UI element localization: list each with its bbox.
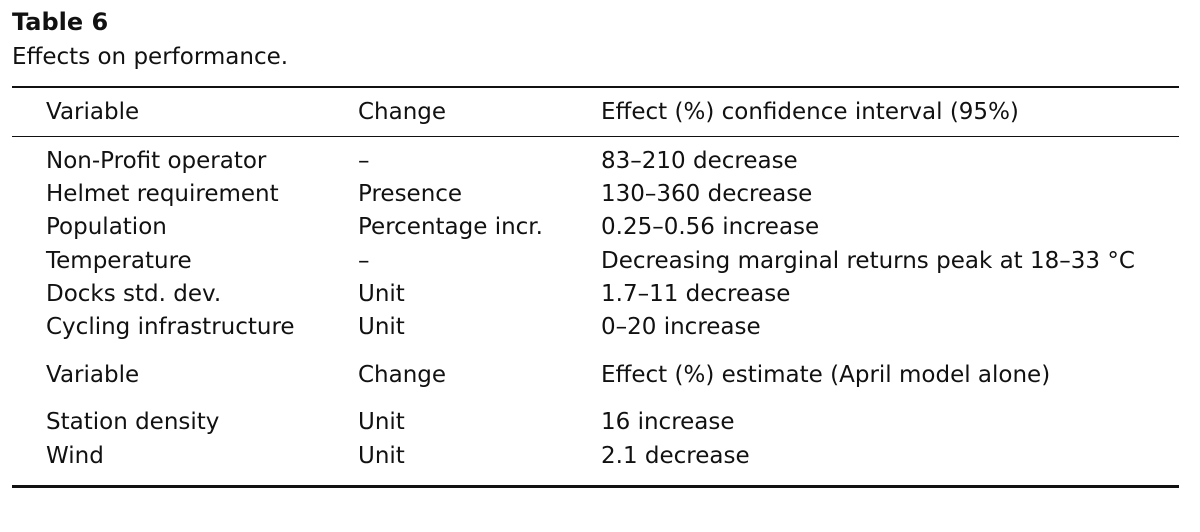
- table-row: Helmet requirement Presence 130–360 decr…: [0, 178, 1200, 210]
- cell-effect: 0–20 increase: [601, 314, 761, 340]
- table-caption: Effects on performance.: [12, 44, 289, 70]
- cell-change: Percentage incr.: [358, 214, 543, 240]
- cell-change: Unit: [358, 281, 405, 307]
- cell-effect: 83–210 decrease: [601, 148, 798, 174]
- table-row: Non-Profit operator – 83–210 decrease: [0, 145, 1200, 177]
- header-change: Change: [358, 99, 447, 125]
- table-row: Station density Unit 16 increase: [0, 406, 1200, 438]
- table-row: Temperature – Decreasing marginal return…: [0, 245, 1200, 277]
- subheader-variable: Variable: [46, 362, 140, 388]
- cell-variable: Station density: [46, 409, 220, 435]
- cell-effect: 0.25–0.56 increase: [601, 214, 820, 240]
- table-row: Wind Unit 2.1 decrease: [0, 440, 1200, 472]
- header-effect: Effect (%) confidence interval (95%): [601, 99, 1019, 125]
- cell-variable: Non-Profit operator: [46, 148, 267, 174]
- cell-effect: Decreasing marginal returns peak at 18–3…: [601, 248, 1135, 274]
- cell-effect: 130–360 decrease: [601, 181, 813, 207]
- table-subheader-row: Variable Change Effect (%) estimate (Apr…: [0, 359, 1200, 391]
- table-row: Docks std. dev. Unit 1.7–11 decrease: [0, 278, 1200, 310]
- table-caption-label: Table 6: [12, 8, 109, 36]
- cell-change: Unit: [358, 443, 405, 469]
- cell-variable: Temperature: [46, 248, 192, 274]
- cell-effect: 16 increase: [601, 409, 735, 435]
- cell-variable: Helmet requirement: [46, 181, 279, 207]
- table-row: Population Percentage incr. 0.25–0.56 in…: [0, 211, 1200, 243]
- header-variable: Variable: [46, 99, 140, 125]
- cell-variable: Wind: [46, 443, 104, 469]
- cell-effect: 2.1 decrease: [601, 443, 750, 469]
- cell-variable: Population: [46, 214, 167, 240]
- top-rule: [12, 86, 1179, 88]
- cell-effect: 1.7–11 decrease: [601, 281, 791, 307]
- cell-change: Presence: [358, 181, 463, 207]
- table-row: Cycling infrastructure Unit 0–20 increas…: [0, 311, 1200, 343]
- subheader-effect: Effect (%) estimate (April model alone): [601, 362, 1051, 388]
- table-header-row: Variable Change Effect (%) confidence in…: [0, 96, 1200, 128]
- cell-variable: Cycling infrastructure: [46, 314, 295, 340]
- subheader-change: Change: [358, 362, 447, 388]
- cell-variable: Docks std. dev.: [46, 281, 222, 307]
- cell-change: Unit: [358, 409, 405, 435]
- cell-change: –: [358, 248, 370, 274]
- bottom-rule: [12, 485, 1179, 488]
- cell-change: Unit: [358, 314, 405, 340]
- cell-change: –: [358, 148, 370, 174]
- header-rule: [12, 136, 1179, 137]
